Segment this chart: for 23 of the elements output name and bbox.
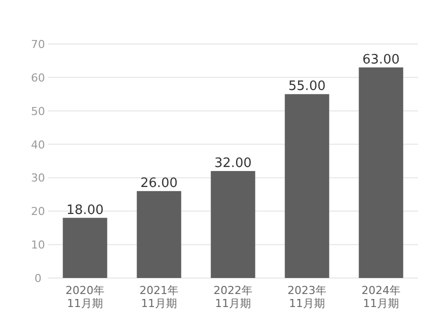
data-label: 63.00 bbox=[362, 52, 400, 68]
data-label: 32.00 bbox=[214, 156, 252, 172]
data-label: 18.00 bbox=[66, 202, 104, 218]
y-tick-label: 50 bbox=[31, 104, 45, 118]
x-tick-label: 2020年 11月期 bbox=[66, 284, 104, 310]
y-tick-label: 70 bbox=[31, 38, 45, 51]
y-tick-label: 40 bbox=[31, 138, 45, 152]
x-tick-label: 2021年 11月期 bbox=[140, 284, 178, 310]
y-tick-label: 30 bbox=[31, 172, 45, 185]
y-tick-label: 10 bbox=[31, 238, 45, 252]
data-label: 26.00 bbox=[140, 176, 178, 192]
bar bbox=[62, 218, 108, 278]
bar bbox=[358, 67, 404, 278]
y-tick-label: 60 bbox=[31, 71, 45, 84]
y-tick-label: 0 bbox=[34, 272, 42, 285]
x-tick-label: 2023年 11月期 bbox=[288, 284, 326, 310]
data-label: 55.00 bbox=[288, 79, 326, 94]
bar bbox=[136, 191, 182, 278]
bar bbox=[210, 171, 256, 278]
x-tick-label: 2022年 11月期 bbox=[214, 284, 252, 310]
bar bbox=[284, 94, 330, 278]
y-tick-label: 20 bbox=[31, 205, 45, 218]
x-tick-label: 2024年 11月期 bbox=[362, 284, 400, 310]
